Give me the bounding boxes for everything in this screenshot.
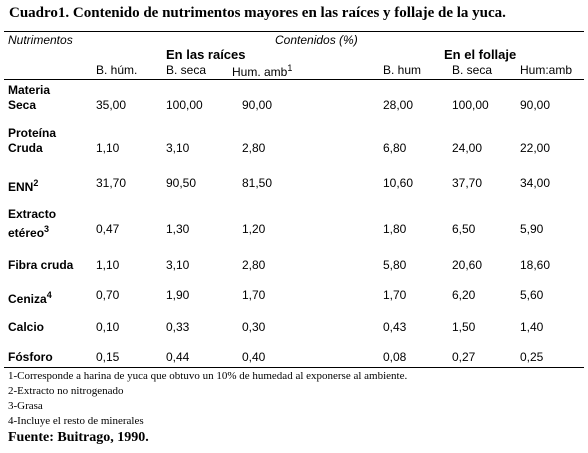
table-cell: 28,00 bbox=[383, 98, 414, 112]
table-cell: 3,10 bbox=[166, 258, 190, 272]
table-cell: 2,80 bbox=[242, 141, 266, 155]
table-cell: 6,80 bbox=[383, 141, 407, 155]
table-cell: 35,00 bbox=[96, 98, 127, 112]
table-cell: 81,50 bbox=[242, 176, 273, 190]
table-cell: 1,70 bbox=[383, 288, 407, 302]
footnote-ref: 3 bbox=[44, 224, 50, 234]
row-label-text: Ceniza4 bbox=[8, 290, 52, 306]
footnote-ref: 2 bbox=[33, 178, 39, 188]
table-cell: 5,60 bbox=[520, 288, 544, 302]
table-cell: 1,10 bbox=[96, 141, 120, 155]
table-cell: 6,20 bbox=[452, 288, 476, 302]
row-label: Materia Seca bbox=[8, 83, 88, 113]
table-cell: 31,70 bbox=[96, 176, 127, 190]
table-cell: 100,00 bbox=[452, 98, 489, 112]
table-cell: 6,50 bbox=[452, 222, 476, 236]
header-contents: Contenidos (%) bbox=[275, 33, 358, 47]
footnote-ref-1: 1 bbox=[287, 63, 293, 73]
table-cell: 1,70 bbox=[242, 288, 266, 302]
row-label-text: Materia bbox=[8, 83, 51, 97]
bottom-rule bbox=[4, 367, 584, 368]
subheader-roots-bhum: B. húm. bbox=[96, 63, 138, 77]
table-cell: 0,25 bbox=[520, 350, 544, 364]
table-cell: 90,00 bbox=[520, 98, 551, 112]
table-cell: 0,08 bbox=[383, 350, 407, 364]
group-foliage: En el follaje bbox=[444, 47, 517, 62]
row-label-text-line2: Seca bbox=[8, 98, 37, 112]
subheader-foliage-bhum: B. hum bbox=[383, 63, 422, 77]
footnote: 1-Corresponde a harina de yuca que obtuv… bbox=[8, 370, 408, 382]
row-label: Proteína Cruda bbox=[8, 126, 88, 156]
row-label-text: Extracto bbox=[8, 207, 57, 221]
row-label: Ceniza4 bbox=[8, 288, 88, 307]
row-label-text: Fibra cruda bbox=[8, 258, 74, 272]
footnote: 4-Incluye el resto de minerales bbox=[8, 415, 144, 427]
table-cell: 0,10 bbox=[96, 320, 120, 334]
table-cell: 1,40 bbox=[520, 320, 544, 334]
table-cell: 0,70 bbox=[96, 288, 120, 302]
row-label-text: Fósforo bbox=[8, 350, 53, 364]
subheader-roots-bseca: B. seca bbox=[166, 63, 207, 77]
table-title: Cuadro1. Contenido de nutrimentos mayore… bbox=[9, 5, 506, 21]
subheader-roots-humamb-label: Hum. amb bbox=[232, 65, 288, 79]
table-cell: 1,10 bbox=[96, 258, 120, 272]
table-cell: 0,27 bbox=[452, 350, 476, 364]
row-label-text: ENN2 bbox=[8, 178, 39, 194]
table-cell: 22,00 bbox=[520, 141, 551, 155]
table-cell: 37,70 bbox=[452, 176, 483, 190]
table-cell: 0,44 bbox=[166, 350, 190, 364]
subheader-foliage-humamb: Hum:amb bbox=[520, 63, 573, 77]
row-label: Calcio bbox=[8, 320, 88, 335]
table-cell: 100,00 bbox=[166, 98, 203, 112]
row-label-text: Calcio bbox=[8, 320, 45, 334]
row-label-text-line2: etéreo3 bbox=[8, 224, 50, 240]
row-label: Extracto etéreo3 bbox=[8, 207, 88, 241]
table-cell: 1,30 bbox=[166, 222, 190, 236]
subheader-foliage-bseca: B. seca bbox=[452, 63, 493, 77]
table-cell: 1,80 bbox=[383, 222, 407, 236]
table-cell: 3,10 bbox=[166, 141, 190, 155]
footnote-ref: 4 bbox=[46, 290, 52, 300]
footnote: 3-Grasa bbox=[8, 400, 43, 412]
table-cell: 0,33 bbox=[166, 320, 190, 334]
table-cell: 5,80 bbox=[383, 258, 407, 272]
row-label: Fósforo bbox=[8, 350, 88, 365]
table-cell: 1,90 bbox=[166, 288, 190, 302]
table-cell: 5,90 bbox=[520, 222, 544, 236]
table-cell: 2,80 bbox=[242, 258, 266, 272]
footnote: 2-Extracto no nitrogenado bbox=[8, 385, 124, 397]
table-cell: 90,50 bbox=[166, 176, 197, 190]
row-label: Fibra cruda bbox=[8, 258, 88, 273]
table-cell: 0,47 bbox=[96, 222, 120, 236]
table-cell: 1,20 bbox=[242, 222, 266, 236]
table-cell: 0,30 bbox=[242, 320, 266, 334]
header-rule bbox=[4, 79, 584, 80]
table-cell: 0,15 bbox=[96, 350, 120, 364]
row-label: ENN2 bbox=[8, 176, 88, 195]
table-cell: 0,40 bbox=[242, 350, 266, 364]
header-nutrients: Nutrimentos bbox=[8, 33, 73, 47]
table-cell: 90,00 bbox=[242, 98, 273, 112]
subheader-roots-humamb: Hum. amb1 bbox=[232, 63, 292, 79]
table-cell: 34,00 bbox=[520, 176, 551, 190]
table-cell: 10,60 bbox=[383, 176, 414, 190]
table-cell: 1,50 bbox=[452, 320, 476, 334]
top-rule bbox=[4, 31, 584, 32]
footnotes: 1-Corresponde a harina de yuca que obtuv… bbox=[8, 369, 407, 429]
source-citation: Fuente: Buitrago, 1990. bbox=[8, 430, 149, 445]
table-cell: 24,00 bbox=[452, 141, 483, 155]
table-cell: 18,60 bbox=[520, 258, 551, 272]
row-label-text-line2: Cruda bbox=[8, 141, 43, 155]
table-cell: 20,60 bbox=[452, 258, 483, 272]
row-label-text: Proteína bbox=[8, 126, 57, 140]
table-cell: 0,43 bbox=[383, 320, 407, 334]
group-roots: En las raíces bbox=[166, 47, 246, 62]
